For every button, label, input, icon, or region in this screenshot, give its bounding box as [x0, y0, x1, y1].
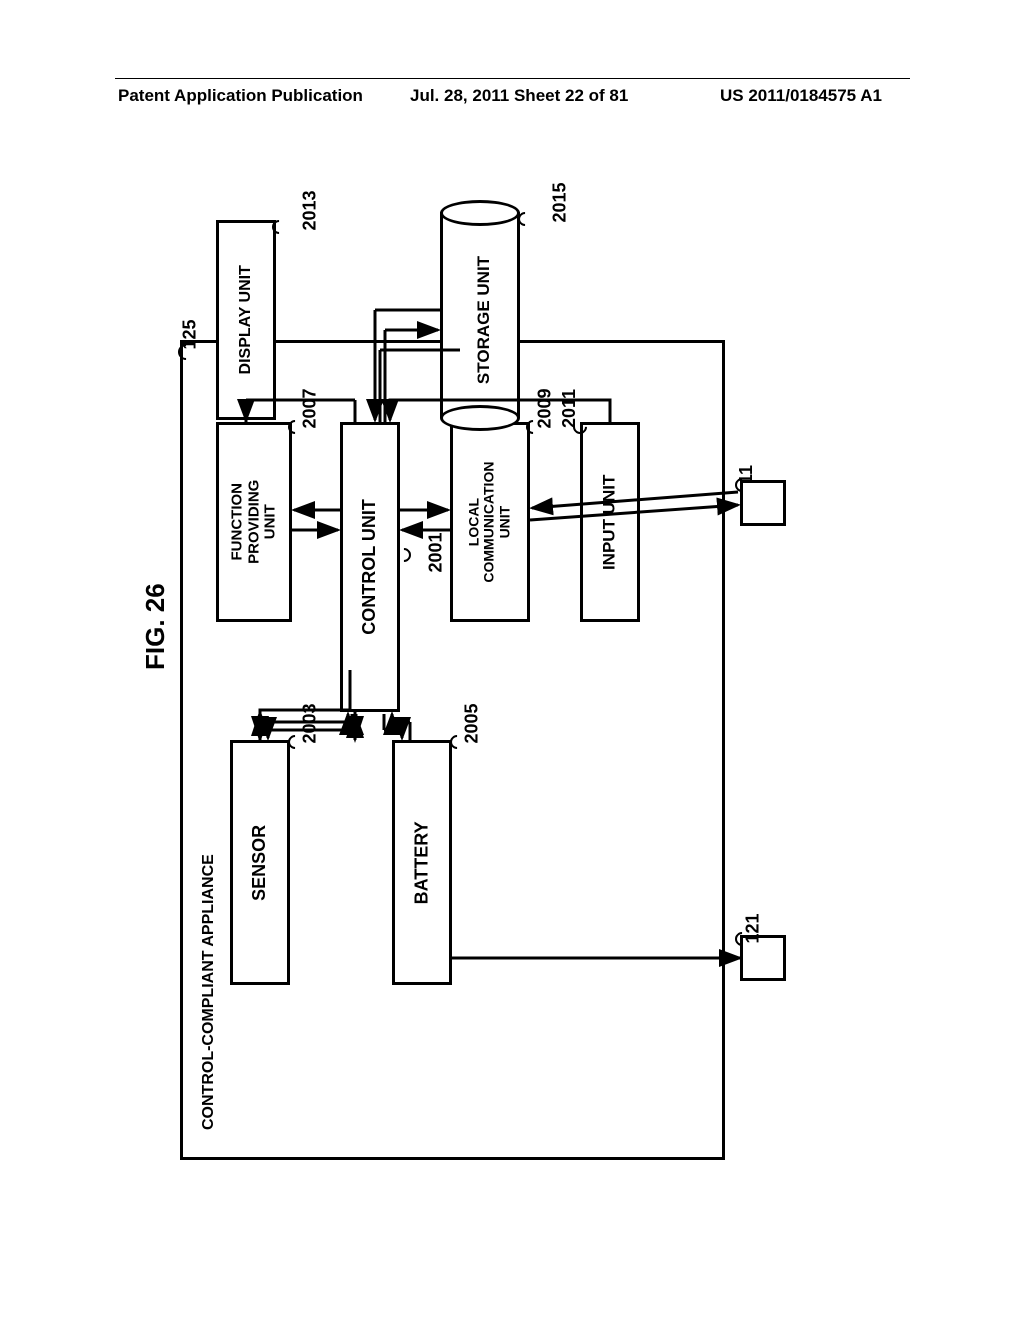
func-block: FUNCTION PROVIDING UNIT [216, 422, 292, 622]
page: Patent Application Publication Jul. 28, … [0, 0, 1024, 1320]
storage-label: STORAGE UNIT [474, 256, 494, 384]
header-center: Jul. 28, 2011 Sheet 22 of 81 [410, 86, 628, 106]
display-block: DISPLAY UNIT [216, 220, 276, 420]
header-right: US 2011/0184575 A1 [720, 86, 882, 106]
storage-top-ellipse [440, 405, 520, 431]
sensor-label: SENSOR [250, 824, 270, 900]
battery-label: BATTERY [412, 821, 432, 904]
sensor-block: SENSOR [230, 740, 290, 985]
header-rule [115, 78, 910, 79]
localcomm-block: LOCAL COMMUNICATION UNIT [450, 422, 530, 622]
appliance-title: CONTROL-COMPLIANT APPLIANCE [200, 854, 218, 1130]
localcomm-label: LOCAL COMMUNICATION UNIT [467, 461, 513, 582]
figure-label: FIG. 26 [140, 583, 171, 670]
ref-2003: 2003 [300, 703, 321, 743]
ref-2013: 2013 [300, 190, 321, 230]
storage-block: STORAGE UNIT [440, 200, 520, 430]
diagram: CONTROL-COMPLIANT APPLIANCE 125 SENSOR 2… [180, 230, 800, 1160]
control-block: CONTROL UNIT [340, 422, 400, 712]
control-label: CONTROL UNIT [360, 499, 380, 635]
ref-2001: 2001 [426, 532, 447, 572]
storage-bot-ellipse [440, 200, 520, 226]
battery-block: BATTERY [392, 740, 452, 985]
func-label: FUNCTION PROVIDING UNIT [229, 480, 279, 564]
input-label: INPUT UNIT [601, 474, 620, 569]
ref-2005: 2005 [462, 703, 483, 743]
display-label: DISPLAY UNIT [237, 265, 255, 374]
input-block: INPUT UNIT [580, 422, 640, 622]
ref-2015: 2015 [550, 182, 571, 222]
ref-2007: 2007 [300, 388, 321, 428]
header-left: Patent Application Publication [118, 86, 363, 106]
